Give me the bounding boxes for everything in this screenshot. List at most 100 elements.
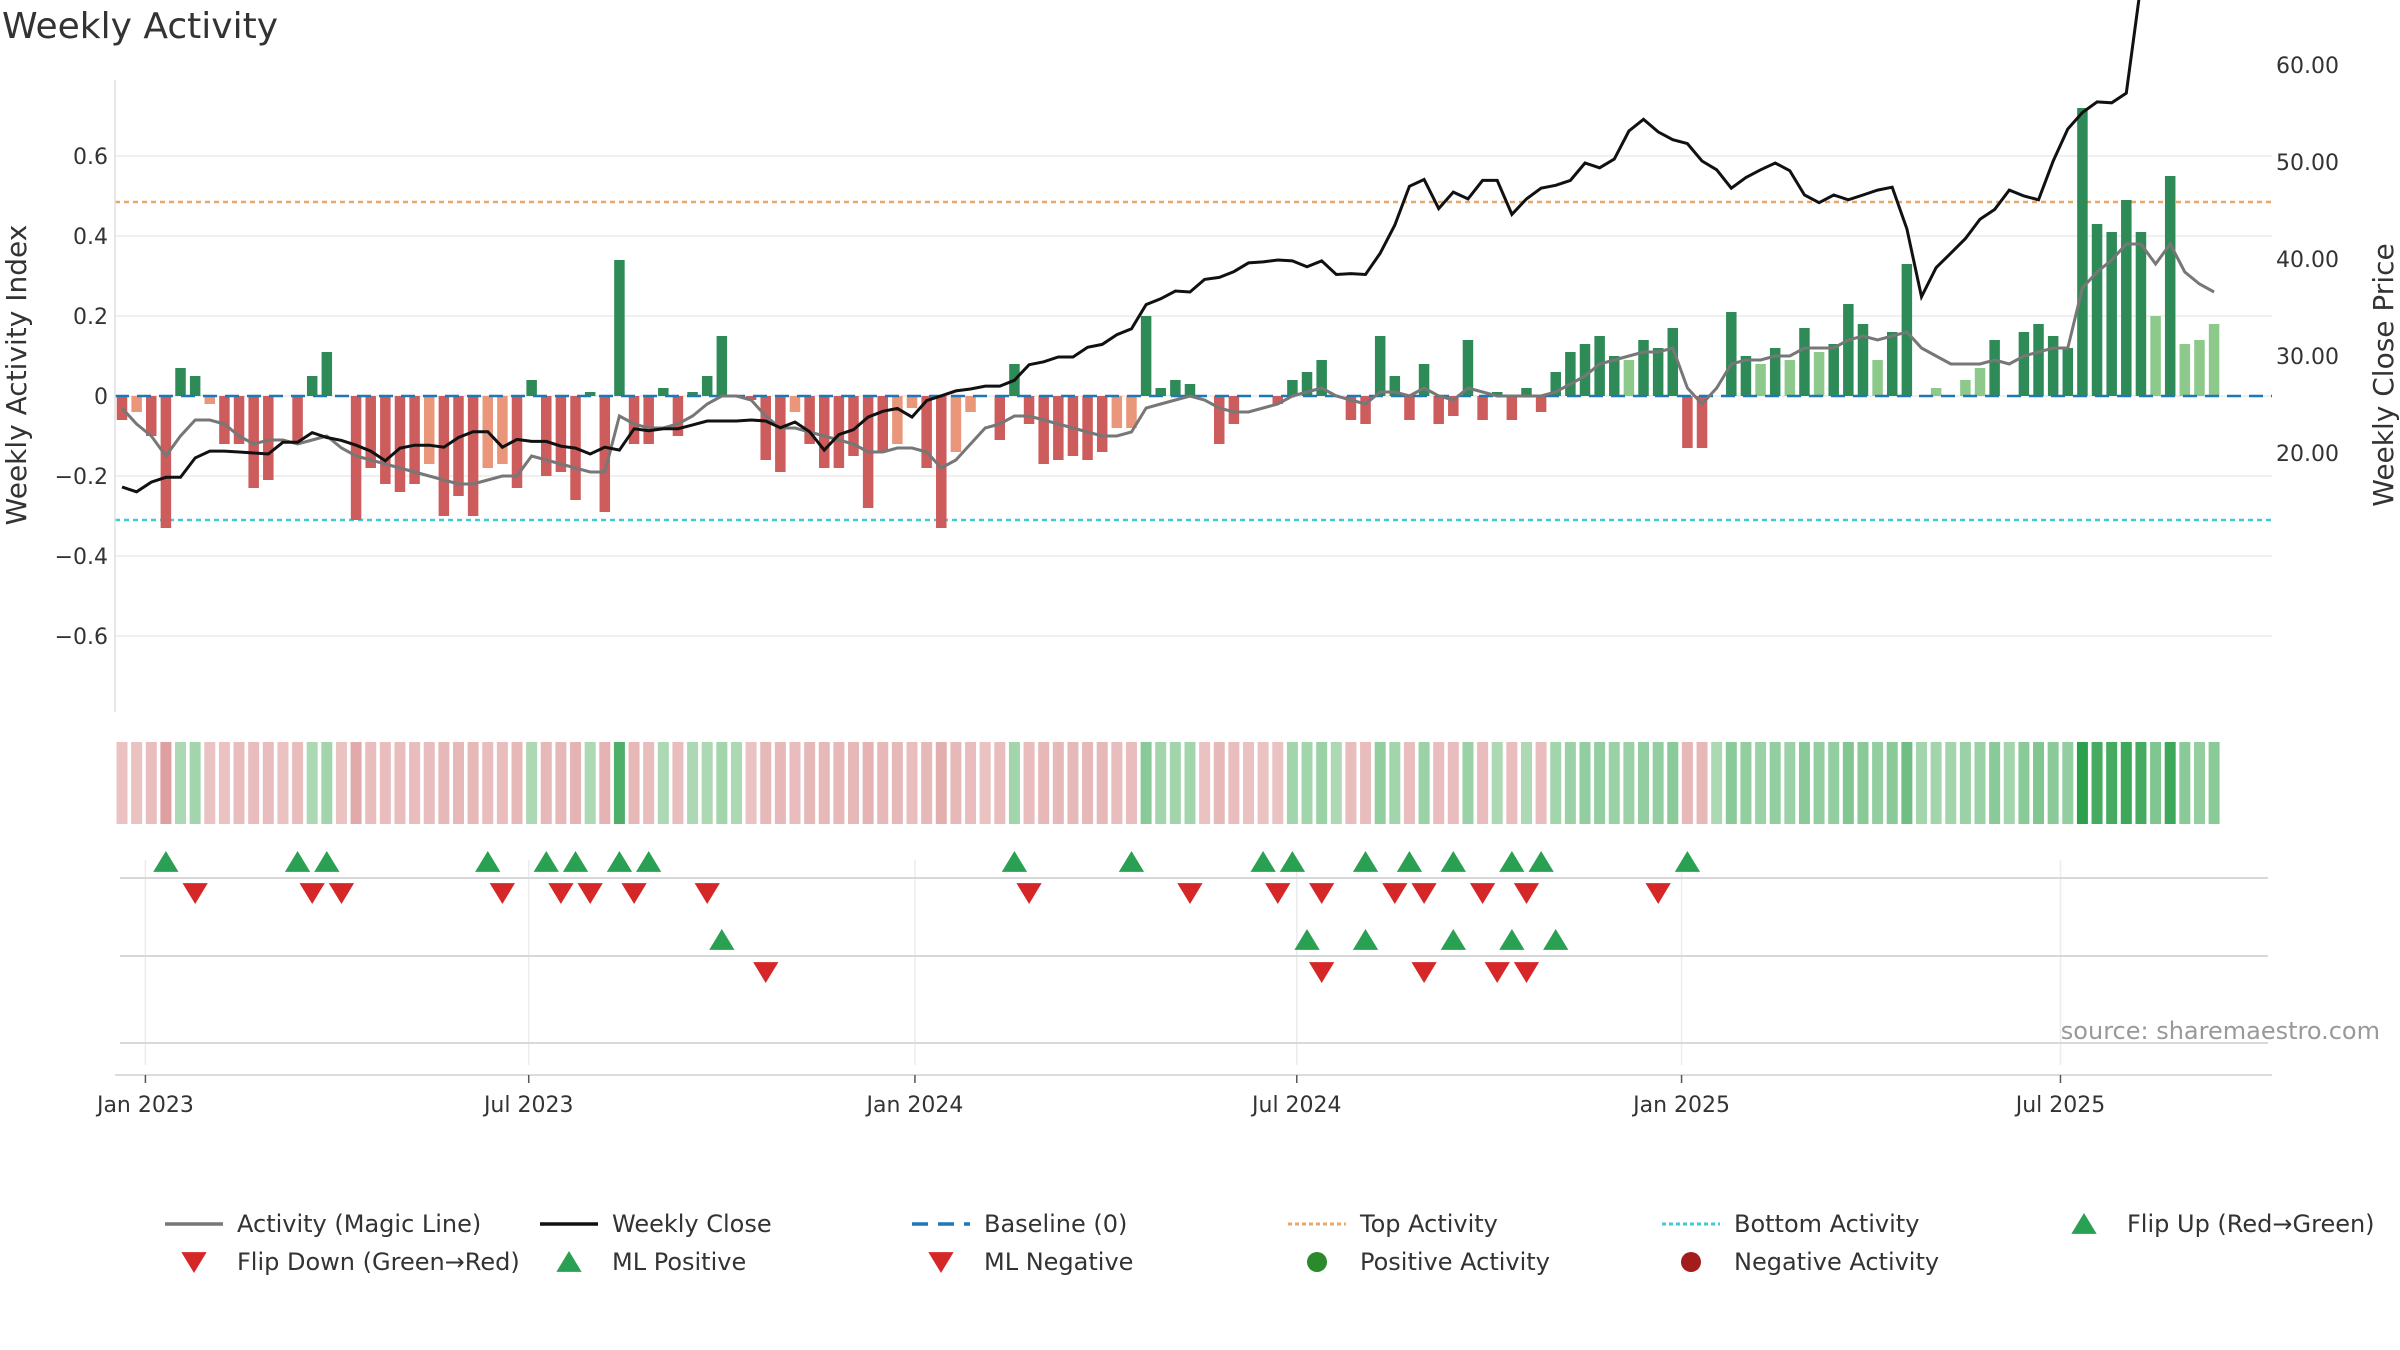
activity-bar xyxy=(526,380,537,396)
activity-band-cell xyxy=(994,742,1006,824)
activity-band-cell xyxy=(555,742,567,824)
activity-band-cell xyxy=(1725,742,1737,824)
activity-band-cell xyxy=(774,742,786,824)
activity-bar xyxy=(380,396,391,484)
activity-bar xyxy=(1287,380,1298,396)
activity-band-cell xyxy=(935,742,947,824)
legend-swatch-circle xyxy=(1307,1252,1327,1272)
activity-bar xyxy=(658,388,669,396)
activity-bar xyxy=(1096,396,1108,452)
activity-band-cell xyxy=(233,742,245,824)
activity-band-cell xyxy=(1272,742,1284,824)
activity-bar xyxy=(175,368,186,396)
activity-bar xyxy=(701,376,713,396)
activity-band-cell xyxy=(1155,742,1167,824)
ml-positive-marker xyxy=(1499,929,1525,950)
activity-band-cell xyxy=(1813,742,1825,824)
activity-band-cell xyxy=(2193,742,2205,824)
activity-bar xyxy=(1082,396,1093,460)
activity-band-cell xyxy=(1477,742,1489,824)
activity-band-cell xyxy=(467,742,479,824)
series-lines xyxy=(115,0,2272,494)
activity-bar xyxy=(1769,348,1781,396)
y-right-tick-label: 20.00 xyxy=(2276,442,2339,467)
activity-band-cell xyxy=(218,742,230,824)
activity-bar xyxy=(1755,364,1766,396)
activity-band-cell xyxy=(1638,742,1650,824)
flip-down-marker xyxy=(182,883,208,904)
chart-title: Weekly Activity xyxy=(2,6,278,47)
activity-band-cell xyxy=(1038,742,1050,824)
activity-bar xyxy=(687,392,698,396)
activity-bar xyxy=(672,396,684,436)
activity-band-cell xyxy=(1257,742,1269,824)
activity-bar xyxy=(1857,324,1869,396)
activity-band-cell xyxy=(1111,742,1123,824)
activity-bar xyxy=(1038,396,1049,464)
activity-band-cell xyxy=(1608,742,1620,824)
activity-band-cell xyxy=(862,742,874,824)
legend-item: Activity (Magic Line) xyxy=(165,1210,481,1238)
flip-markers xyxy=(120,851,2268,1044)
flip-up-marker xyxy=(1118,851,1145,872)
activity-bar xyxy=(1477,396,1488,420)
flip-down-marker xyxy=(299,883,325,904)
activity-bar xyxy=(1448,396,1459,416)
activity-band-cell xyxy=(2208,742,2220,824)
x-axis: Jan 2023 Jul 2023 Jan 2024 Jul 2024 Jan 2025… xyxy=(95,1074,2272,1118)
activity-bar xyxy=(1521,388,1532,396)
activity-band-cell xyxy=(2033,742,2045,824)
y-left-tick-label: −0.2 xyxy=(55,465,108,490)
activity-bar xyxy=(2194,340,2205,396)
y-left-tick-label: −0.4 xyxy=(55,545,108,570)
y-right-axis-label: Weekly Close Price xyxy=(2367,243,2400,506)
activity-band-cell xyxy=(2003,742,2015,824)
y-right-tick-label: 60.00 xyxy=(2276,54,2339,79)
ml-negative-marker xyxy=(753,962,779,983)
flip-up-marker xyxy=(475,851,501,872)
activity-band-cell xyxy=(848,742,859,824)
activity-bar xyxy=(1228,396,1240,424)
weekly-close-line xyxy=(121,0,2141,494)
flip-down-marker xyxy=(694,883,720,904)
activity-band-cell xyxy=(745,742,757,824)
activity-band-cell xyxy=(496,742,508,824)
activity-bar xyxy=(818,396,830,468)
activity-bar xyxy=(2121,200,2132,396)
activity-band-cell xyxy=(2164,742,2176,824)
activity-bar xyxy=(1901,264,1913,396)
legend-label: Flip Up (Red→Green) xyxy=(2127,1210,2375,1238)
legend-label: Negative Activity xyxy=(1734,1248,1939,1276)
activity-bar xyxy=(716,336,728,396)
legend-item: Top Activity xyxy=(1288,1210,1498,1238)
activity-band-cell xyxy=(131,742,143,824)
activity-band-cell xyxy=(1067,742,1079,824)
activity-bar xyxy=(2208,324,2220,396)
activity-band-cell xyxy=(906,742,918,824)
activity-bar xyxy=(789,396,801,412)
activity-band-cell xyxy=(306,742,318,824)
activity-band-cell xyxy=(277,742,289,824)
activity-bar xyxy=(2106,232,2117,396)
activity-bar xyxy=(2150,316,2161,396)
legend-swatch-triangle-up xyxy=(556,1251,582,1272)
activity-band-cell xyxy=(1798,742,1810,824)
flip-down-marker xyxy=(1469,883,1496,904)
activity-bar xyxy=(306,376,318,396)
activity-band-cell xyxy=(2062,742,2074,824)
activity-bar xyxy=(1623,360,1635,396)
legend-item: Bottom Activity xyxy=(1662,1210,1919,1238)
reference-lines xyxy=(115,200,2272,522)
activity-band-cell xyxy=(1389,742,1401,824)
activity-band-cell xyxy=(1959,742,1971,824)
flip-up-marker xyxy=(1396,851,1423,872)
activity-bar xyxy=(511,396,523,488)
activity-band-cell xyxy=(409,742,421,824)
activity-band-cell xyxy=(1667,742,1679,824)
activity-band-cell xyxy=(1901,742,1913,824)
activity-bar xyxy=(1301,372,1313,396)
activity-bar xyxy=(1930,388,1942,396)
ml-positive-marker xyxy=(1543,929,1569,950)
activity-band-cell xyxy=(687,742,699,824)
flip-down-marker xyxy=(489,883,515,904)
